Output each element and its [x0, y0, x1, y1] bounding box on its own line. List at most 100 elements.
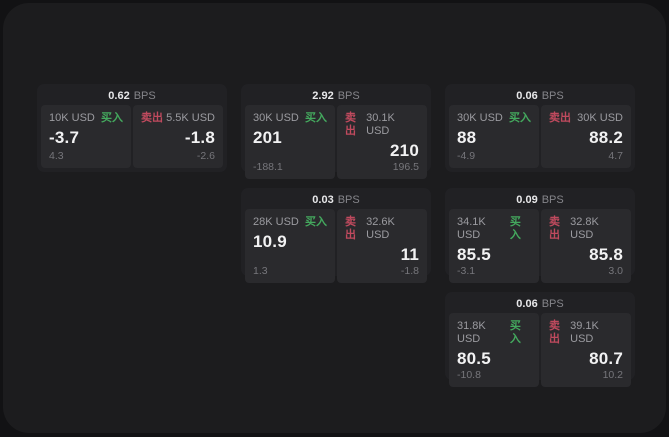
quote-card-grid: 0.62 BPS 10K USD 买入 -3.7 4.3 卖出 5.5K USD: [37, 84, 635, 387]
quote-card: 0.06 BPS 31.8K USD 买入 80.5 -10.8 卖出 39.1…: [445, 292, 635, 387]
bps-value: 2.92: [312, 90, 334, 102]
buy-side-label: 买入: [101, 112, 123, 124]
buy-delta: -4.9: [457, 150, 476, 162]
buy-size-label: 30K USD: [253, 112, 299, 124]
sell-panel-top: 卖出 32.6K USD: [345, 216, 419, 242]
buy-panel[interactable]: 28K USD 买入 10.9 1.3: [245, 209, 335, 283]
buy-side-label: 买入: [509, 320, 521, 345]
card-header: 2.92 BPS: [245, 88, 427, 105]
sell-price: 210: [390, 141, 419, 160]
buy-side-label: 买入: [509, 216, 521, 241]
sell-size-label: 30.1K USD: [366, 112, 395, 137]
sell-side-label: 卖出: [549, 320, 560, 345]
sell-size-label: 39.1K USD: [570, 320, 599, 345]
buy-panel[interactable]: 10K USD 买入 -3.7 4.3: [41, 105, 131, 168]
quote-card: 0.03 BPS 28K USD 买入 10.9 1.3 卖出 32.6K US…: [241, 188, 431, 283]
buy-panel-top: 28K USD 买入: [253, 216, 327, 229]
card-header: 0.09 BPS: [449, 192, 631, 209]
sell-price: 11: [400, 245, 419, 264]
buy-panel[interactable]: 31.8K USD 买入 80.5 -10.8: [449, 313, 539, 387]
buy-price: 80.5: [457, 349, 491, 368]
buy-size-label: 34.1K USD: [457, 216, 486, 241]
app-window: 0.62 BPS 10K USD 买入 -3.7 4.3 卖出 5.5K USD: [3, 3, 666, 433]
buy-panel-top: 30K USD 买入: [457, 112, 531, 125]
buy-panel-top: 10K USD 买入: [49, 112, 123, 125]
panels: 28K USD 买入 10.9 1.3 卖出 32.6K USD 11 -1.8: [245, 209, 427, 283]
bps-value: 0.62: [108, 90, 130, 102]
card-header: 0.06 BPS: [449, 88, 631, 105]
sell-panel-top: 卖出 39.1K USD: [549, 320, 623, 346]
bps-value: 0.09: [516, 194, 538, 206]
buy-size-label: 28K USD: [253, 216, 299, 228]
sell-panel[interactable]: 卖出 5.5K USD -1.8 -2.6: [133, 105, 223, 168]
sell-delta: -2.6: [196, 150, 215, 162]
bps-unit: BPS: [541, 194, 564, 206]
bps-unit: BPS: [541, 90, 564, 102]
buy-price: 88: [457, 128, 477, 147]
sell-size-label: 5.5K USD: [166, 112, 215, 124]
quote-card: 0.09 BPS 34.1K USD 买入 85.5 -3.1 卖出 32.8K…: [445, 188, 635, 283]
sell-side-label: 卖出: [141, 112, 163, 124]
sell-side-label: 卖出: [345, 216, 356, 241]
quote-card: 0.06 BPS 30K USD 买入 88 -4.9 卖出 30K USD: [445, 84, 635, 172]
bps-unit: BPS: [337, 90, 360, 102]
buy-price: -3.7: [49, 128, 80, 147]
sell-delta: -1.8: [400, 265, 419, 277]
buy-size-label: 30K USD: [457, 112, 503, 124]
quote-card: 0.62 BPS 10K USD 买入 -3.7 4.3 卖出 5.5K USD: [37, 84, 227, 172]
buy-price: 201: [253, 128, 282, 147]
panels: 30K USD 买入 88 -4.9 卖出 30K USD 88.2 4.7: [449, 105, 631, 168]
sell-price: 80.7: [589, 349, 623, 368]
sell-delta: 10.2: [602, 369, 623, 381]
sell-panel-top: 卖出 32.8K USD: [549, 216, 623, 242]
quote-card: 2.92 BPS 30K USD 买入 201 -188.1 卖出 30.1K …: [241, 84, 431, 179]
sell-side-label: 卖出: [345, 112, 356, 137]
buy-side-label: 买入: [509, 112, 531, 124]
bps-value: 0.03: [312, 194, 334, 206]
sell-panel[interactable]: 卖出 32.8K USD 85.8 3.0: [541, 209, 631, 283]
sell-panel[interactable]: 卖出 30.1K USD 210 196.5: [337, 105, 427, 179]
panels: 34.1K USD 买入 85.5 -3.1 卖出 32.8K USD 85.8…: [449, 209, 631, 283]
bps-unit: BPS: [337, 194, 360, 206]
buy-size-label: 10K USD: [49, 112, 95, 124]
sell-delta: 3.0: [608, 265, 623, 277]
sell-side-label: 卖出: [549, 112, 571, 124]
sell-panel[interactable]: 卖出 39.1K USD 80.7 10.2: [541, 313, 631, 387]
sell-price: 85.8: [589, 245, 623, 264]
buy-size-label: 31.8K USD: [457, 320, 486, 345]
panels: 31.8K USD 买入 80.5 -10.8 卖出 39.1K USD 80.…: [449, 313, 631, 387]
sell-panel[interactable]: 卖出 32.6K USD 11 -1.8: [337, 209, 427, 283]
bps-unit: BPS: [541, 298, 564, 310]
buy-price: 10.9: [253, 232, 287, 251]
panels: 10K USD 买入 -3.7 4.3 卖出 5.5K USD -1.8 -2.…: [41, 105, 223, 168]
bps-value: 0.06: [516, 298, 538, 310]
buy-delta: -10.8: [457, 369, 481, 381]
sell-size-label: 30K USD: [577, 112, 623, 124]
card-header: 0.62 BPS: [41, 88, 223, 105]
sell-size-label: 32.8K USD: [570, 216, 599, 241]
sell-panel-top: 卖出 30.1K USD: [345, 112, 419, 138]
sell-side-label: 卖出: [549, 216, 560, 241]
sell-size-label: 32.6K USD: [366, 216, 395, 241]
buy-side-label: 买入: [305, 216, 327, 228]
buy-panel[interactable]: 30K USD 买入 88 -4.9: [449, 105, 539, 168]
card-header: 0.03 BPS: [245, 192, 427, 209]
panels: 30K USD 买入 201 -188.1 卖出 30.1K USD 210 1…: [245, 105, 427, 179]
buy-side-label: 买入: [305, 112, 327, 124]
sell-panel-top: 卖出 30K USD: [549, 112, 623, 125]
buy-delta: 4.3: [49, 150, 64, 162]
sell-panel-top: 卖出 5.5K USD: [141, 112, 215, 125]
buy-panel[interactable]: 30K USD 买入 201 -188.1: [245, 105, 335, 179]
buy-delta: 1.3: [253, 265, 268, 277]
sell-panel[interactable]: 卖出 30K USD 88.2 4.7: [541, 105, 631, 168]
buy-delta: -188.1: [253, 161, 283, 173]
buy-panel-top: 34.1K USD 买入: [457, 216, 531, 242]
buy-panel[interactable]: 34.1K USD 买入 85.5 -3.1: [449, 209, 539, 283]
bps-value: 0.06: [516, 90, 538, 102]
sell-price: -1.8: [184, 128, 215, 147]
card-header: 0.06 BPS: [449, 296, 631, 313]
buy-panel-top: 31.8K USD 买入: [457, 320, 531, 346]
buy-panel-top: 30K USD 买入: [253, 112, 327, 125]
sell-delta: 4.7: [608, 150, 623, 162]
sell-price: 88.2: [589, 128, 623, 147]
